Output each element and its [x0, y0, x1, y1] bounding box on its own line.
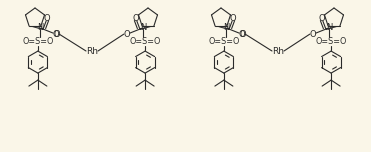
Text: O: O	[239, 30, 246, 39]
Polygon shape	[215, 26, 229, 30]
Text: O: O	[53, 30, 59, 39]
Text: O: O	[240, 30, 246, 39]
Polygon shape	[29, 26, 43, 30]
Text: O=S=O: O=S=O	[129, 37, 161, 46]
Text: O=S=O: O=S=O	[22, 37, 53, 46]
Text: O: O	[132, 14, 139, 23]
Text: N: N	[37, 23, 43, 32]
Text: N: N	[223, 23, 229, 32]
Text: O: O	[319, 14, 325, 23]
Text: O: O	[124, 30, 130, 39]
Text: O: O	[309, 30, 316, 39]
Polygon shape	[326, 26, 340, 30]
Text: Rh: Rh	[86, 47, 98, 57]
Text: N: N	[326, 23, 332, 32]
Text: N: N	[140, 23, 146, 32]
Text: O: O	[54, 30, 60, 39]
Text: O=S=O: O=S=O	[208, 37, 240, 46]
Text: O: O	[44, 14, 50, 23]
Text: O: O	[230, 14, 236, 23]
Polygon shape	[139, 26, 154, 30]
Text: O=S=O: O=S=O	[315, 37, 347, 46]
Text: Rh: Rh	[272, 47, 284, 57]
